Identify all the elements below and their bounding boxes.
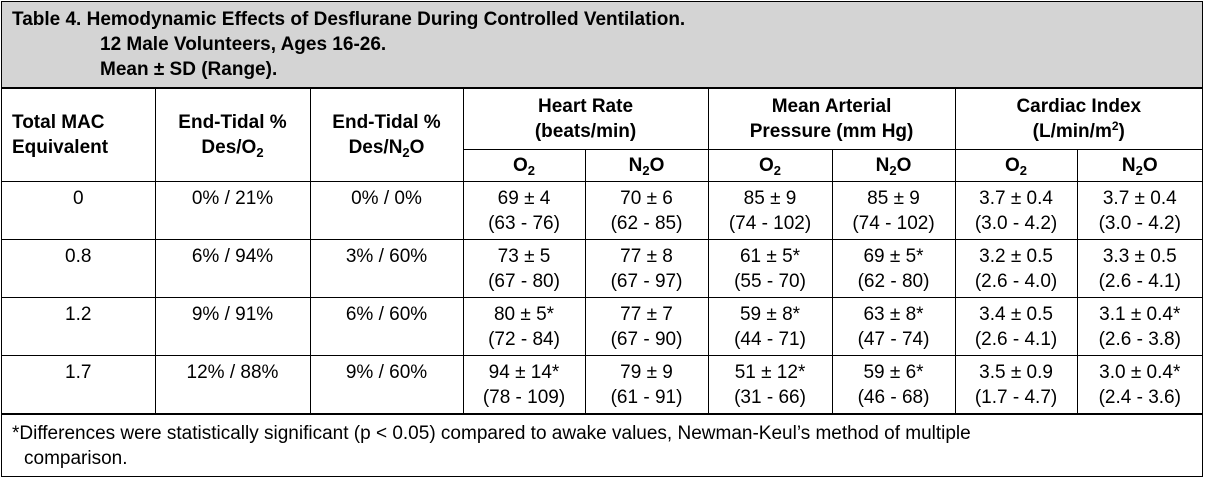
cell-map-o2: 51 ± 12* (31 - 66) [707,355,833,414]
cell-hr-n2o: 77 ± 8 (67 - 97) [584,239,709,298]
caption-line-1: Table 4. Hemodynamic Effects of Desflura… [12,9,686,30]
cell-mac: 0 [2,181,156,240]
header-heart-rate: Heart Rate (beats/min) [462,89,709,150]
header-ci-line-2: (L/min/m2) [1032,119,1125,142]
footnote-line-1: *Differences were statistically signific… [12,423,971,444]
header-mac-line-1: Total MAC [12,112,105,133]
header-map-line-2: Pressure (mm Hg) [749,121,914,142]
subheader-hr-n2o: N2O [584,149,709,182]
header-mac: Total MAC Equivalent [2,89,156,182]
caption-line-2: 12 Male Volunteers, Ages 16-26. [100,34,387,55]
cell-ci-n2o: 3.1 ± 0.4* (2.6 - 3.8) [1076,297,1202,356]
cell-map-n2o: 85 ± 9 (74 - 102) [831,181,956,240]
cell-et-n2o: 3% / 60% [309,239,464,298]
table-row: 0 0% / 21% 0% / 0% 69 ± 4 (63 - 76) 70 ± … [2,181,1202,240]
subheader-map-o2: O2 [707,149,833,182]
cell-et-o2: 0% / 21% [154,181,311,240]
cell-map-o2: 85 ± 9 (74 - 102) [707,181,833,240]
table-row: 1.7 12% / 88% 9% / 60% 94 ± 14* (78 - 109… [2,355,1202,414]
data-table: Total MAC Equivalent End-Tidal % Des/O2 … [2,89,1202,414]
header-hr-line-1: Heart Rate [537,96,634,117]
header-hr-line-2: (beats/min) [534,121,637,142]
cell-map-n2o: 69 ± 5* (62 - 80) [831,239,956,298]
cell-hr-o2: 69 ± 4 (63 - 76) [462,181,586,240]
cell-map-n2o: 63 ± 8* (47 - 74) [831,297,956,356]
cell-et-n2o: 9% / 60% [309,355,464,414]
cell-map-n2o: 59 ± 6* (46 - 68) [831,355,956,414]
cell-et-o2: 9% / 91% [154,297,311,356]
table-row: 1.2 9% / 91% 6% / 60% 80 ± 5* (72 - 84) 7… [2,297,1202,356]
cell-mac: 1.2 [2,297,156,356]
cell-ci-o2: 3.7 ± 0.4 (3.0 - 4.2) [954,181,1078,240]
cell-mac: 0.8 [2,239,156,298]
cell-ci-n2o: 3.0 ± 0.4* (2.4 - 3.6) [1076,355,1202,414]
table-footnote: *Differences were statistically signific… [2,414,1202,471]
cell-mac: 1.7 [2,355,156,414]
header-et-n2o-line-1: End-Tidal % [332,112,441,133]
subheader-ci-o2: O2 [954,149,1078,182]
subheader-map-n2o: N2O [831,149,956,182]
header-mean-arterial-pressure: Mean Arterial Pressure (mm Hg) [707,89,956,150]
header-cardiac-index: Cardiac Index (L/min/m2) [954,89,1202,150]
cell-et-o2: 12% / 88% [154,355,311,414]
caption-line-3: Mean ± SD (Range). [100,59,278,80]
table-row: 0.8 6% / 94% 3% / 60% 73 ± 5 (67 - 80) 77… [2,239,1202,298]
subheader-ci-n2o: N2O [1076,149,1202,182]
table-caption: Table 4. Hemodynamic Effects of Desflura… [2,2,1202,89]
header-end-tidal-o2: End-Tidal % Des/O2 [154,89,311,182]
cell-map-o2: 61 ± 5* (55 - 70) [707,239,833,298]
cell-ci-o2: 3.4 ± 0.5 (2.6 - 4.1) [954,297,1078,356]
header-et-o2-line-1: End-Tidal % [178,112,287,133]
header-row-2: O2 N2O O2 N2O O2 N2O [2,149,1202,182]
cell-et-n2o: 6% / 60% [309,297,464,356]
cell-map-o2: 59 ± 8* (44 - 71) [707,297,833,356]
cell-et-o2: 6% / 94% [154,239,311,298]
cell-et-n2o: 0% / 0% [309,181,464,240]
cell-hr-o2: 73 ± 5 (67 - 80) [462,239,586,298]
cell-ci-o2: 3.5 ± 0.9 (1.7 - 4.7) [954,355,1078,414]
cell-hr-o2: 94 ± 14* (78 - 109) [462,355,586,414]
cell-hr-n2o: 70 ± 6 (62 - 85) [584,181,709,240]
header-et-n2o-line-2: Des/N2O [348,137,425,160]
cell-hr-n2o: 79 ± 9 (61 - 91) [584,355,709,414]
cell-hr-o2: 80 ± 5* (72 - 84) [462,297,586,356]
subheader-hr-o2: O2 [463,149,586,182]
header-et-o2-line-2: Des/O2 [201,137,264,160]
header-mac-line-2: Equivalent [12,137,109,158]
header-end-tidal-n2o: End-Tidal % Des/N2O [309,89,464,182]
cell-ci-n2o: 3.7 ± 0.4 (3.0 - 4.2) [1076,181,1202,240]
cell-ci-n2o: 3.3 ± 0.5 (2.6 - 4.1) [1076,239,1202,298]
header-ci-line-1: Cardiac Index [1016,96,1142,117]
header-map-line-1: Mean Arterial [771,96,892,117]
cell-ci-o2: 3.2 ± 0.5 (2.6 - 4.0) [954,239,1078,298]
cell-hr-n2o: 77 ± 7 (67 - 90) [584,297,709,356]
header-row-1: Total MAC Equivalent End-Tidal % Des/O2 … [2,89,1202,182]
footnote-line-2: comparison. [24,448,128,469]
